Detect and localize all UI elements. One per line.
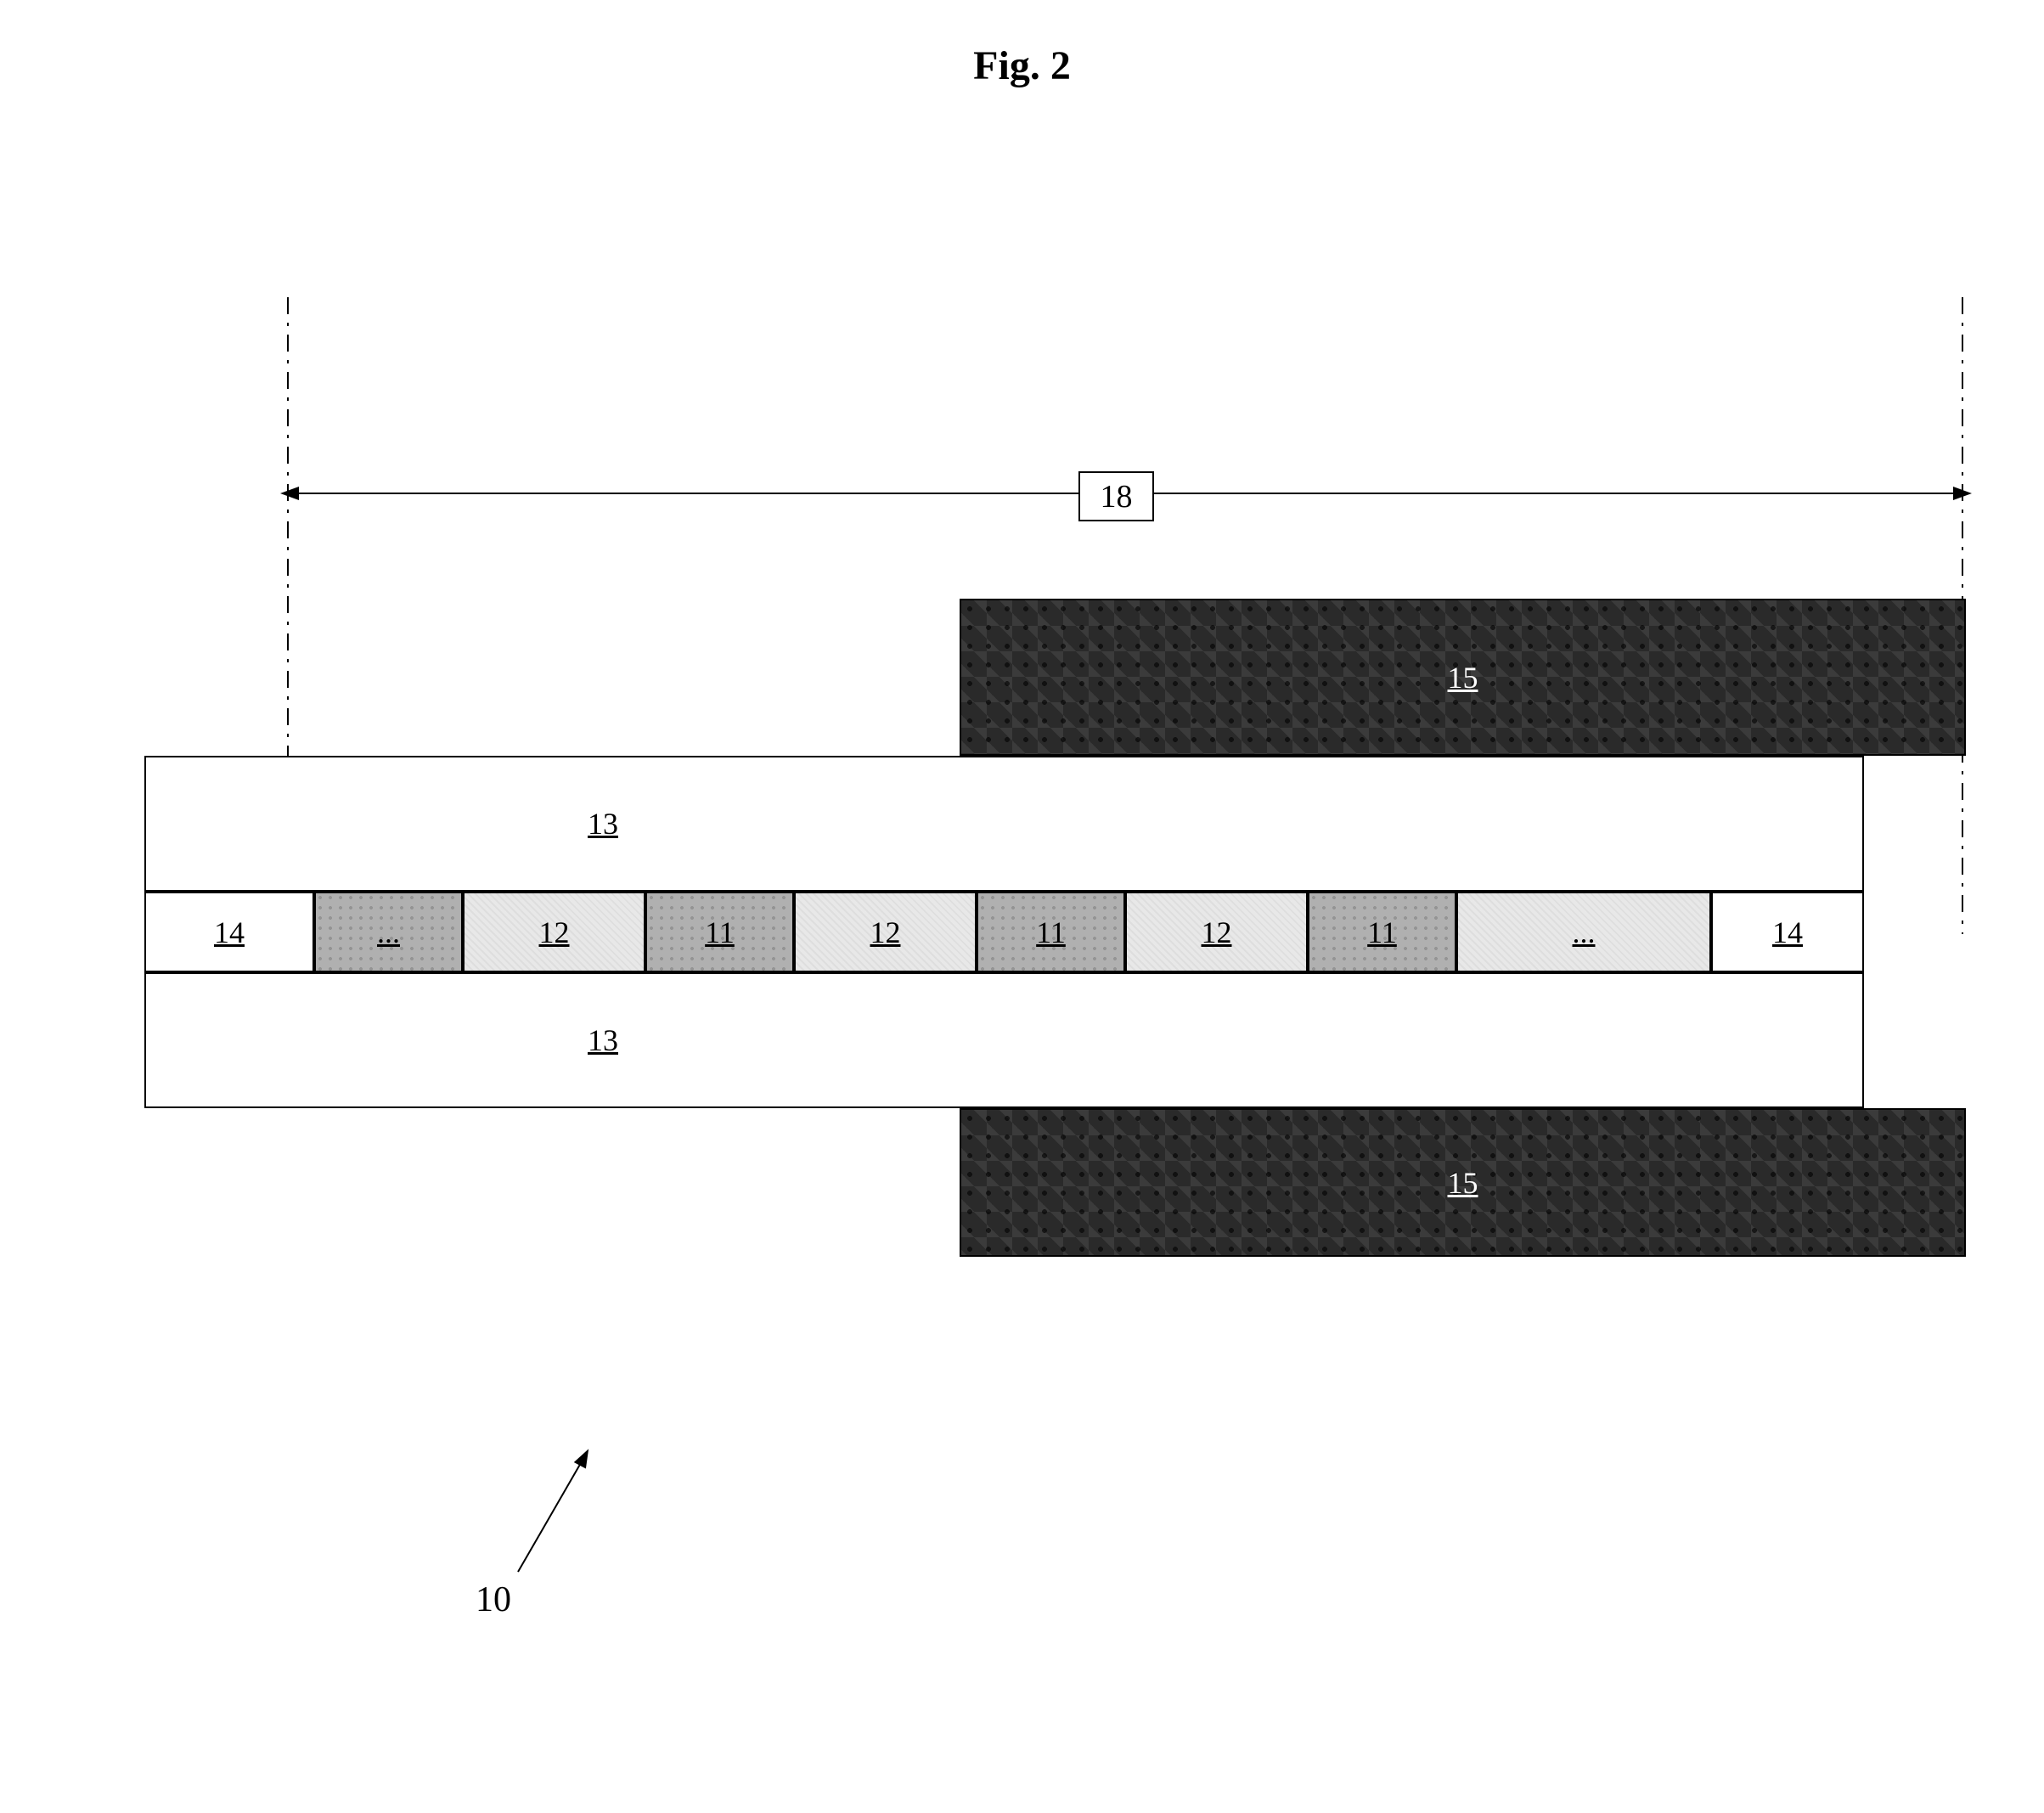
block-13-lower: 13: [144, 972, 1864, 1108]
cell-label-3: 11: [705, 915, 735, 950]
cell-2: 12: [463, 892, 645, 972]
cell-7: 11: [1308, 892, 1456, 972]
dimension-arrow-left: [280, 487, 299, 500]
cell-8: ...: [1456, 892, 1711, 972]
cell-4: 12: [794, 892, 977, 972]
block-15-top: 15: [960, 599, 1966, 756]
block-13-upper: 13: [144, 756, 1864, 892]
cell-label-2: 12: [539, 915, 570, 950]
cell-label-1: ...: [377, 915, 400, 950]
cell-label-9: 14: [1772, 915, 1803, 950]
cell-label-8: ...: [1573, 915, 1596, 950]
pointer-line: [517, 1454, 587, 1573]
cell-label-5: 11: [1036, 915, 1066, 950]
dimension-label-box: 18: [1078, 471, 1154, 521]
cell-label-6: 12: [1202, 915, 1232, 950]
figure-container: Fig. 2 18 15 13 14... 12 11 12 11 12 11... 14 1…: [34, 34, 2010, 1779]
block-15-bottom-label: 15: [1448, 1165, 1478, 1201]
cell-3: 11: [645, 892, 794, 972]
block-15-top-label: 15: [1448, 660, 1478, 695]
cell-6: 12: [1125, 892, 1308, 972]
pointer-label: 10: [476, 1579, 511, 1620]
cell-label-7: 11: [1367, 915, 1397, 950]
block-13-upper-label: 13: [588, 806, 618, 842]
cell-label-0: 14: [214, 915, 245, 950]
block-13-lower-label: 13: [588, 1022, 618, 1058]
dimension-arrow-right: [1953, 487, 1972, 500]
pointer-arrow-icon: [574, 1446, 594, 1469]
cell-0: 14: [144, 892, 314, 972]
cell-9: 14: [1711, 892, 1864, 972]
cell-label-4: 12: [870, 915, 901, 950]
block-15-bottom: 15: [960, 1108, 1966, 1257]
dimension-label: 18: [1101, 478, 1133, 515]
figure-title: Fig. 2: [973, 42, 1071, 89]
cell-1: ...: [314, 892, 463, 972]
cell-5: 11: [977, 892, 1125, 972]
